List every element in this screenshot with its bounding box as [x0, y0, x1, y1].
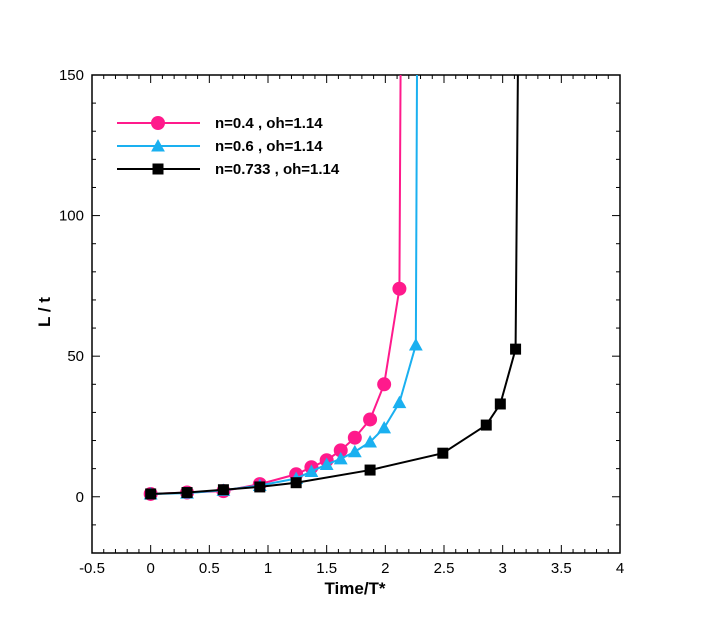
- data-point: [437, 447, 449, 459]
- y-axis-title: L / t: [35, 297, 54, 327]
- data-point: [145, 488, 157, 500]
- data-point: [392, 281, 407, 296]
- data-point: [510, 343, 522, 355]
- legend-item: n=0.6 , oh=1.14: [117, 138, 323, 155]
- legend-label: n=0.6 , oh=1.14: [215, 138, 323, 155]
- series-line: [150, 75, 418, 495]
- data-point: [364, 464, 376, 476]
- series-line: [150, 75, 519, 495]
- x-tick-label: 1: [264, 560, 272, 577]
- data-point: [347, 444, 362, 458]
- data-point: [377, 377, 392, 392]
- data-point: [217, 484, 229, 496]
- data-point: [377, 420, 392, 434]
- y-tick-label: 150: [59, 67, 84, 84]
- plot-frame: [91, 74, 621, 554]
- x-tick-label: 4: [616, 560, 624, 577]
- data-point: [408, 338, 423, 351]
- data-point: [363, 412, 378, 427]
- data-point: [319, 457, 334, 470]
- y-tick-label: 0: [76, 489, 84, 506]
- legend-marker: [151, 116, 165, 130]
- axes-frame: [91, 74, 621, 554]
- legend-marker: [152, 163, 164, 175]
- x-axis-title: Time/T*: [324, 579, 385, 598]
- legend: n=0.4 , oh=1.14 n=0.6 , oh=1.14 n=0.733 , …: [117, 115, 340, 178]
- legend-label: n=0.4 , oh=1.14: [215, 115, 323, 132]
- data-point: [181, 487, 193, 499]
- data-point: [347, 430, 362, 445]
- x-tick-label: 3: [498, 560, 506, 577]
- data-point: [392, 395, 407, 409]
- legend-label: n=0.733 , oh=1.14: [215, 161, 340, 178]
- x-tick-label: 0.5: [199, 560, 220, 577]
- x-tick-label: 0: [146, 560, 154, 577]
- series-1: [143, 75, 407, 501]
- ticks: -0.5 0 0.5 1 1.5 2 2.5 3 3.5 4 0 50 100 150: [59, 67, 624, 577]
- data-point: [333, 451, 348, 465]
- legend-item: n=0.4 , oh=1.14: [117, 115, 323, 132]
- data-point: [494, 398, 506, 410]
- series-3: [145, 75, 522, 500]
- legend-marker: [151, 139, 165, 152]
- x-tick-label: 2.5: [434, 560, 455, 577]
- data-point: [304, 464, 319, 477]
- data-point: [480, 419, 492, 431]
- x-tick-label: 2: [381, 560, 389, 577]
- series-line: [150, 75, 402, 495]
- data-point: [363, 435, 377, 448]
- legend-item: n=0.733 , oh=1.14: [117, 161, 340, 178]
- x-tick-label: 3.5: [551, 560, 572, 577]
- series-2: [143, 75, 423, 500]
- data-point: [333, 443, 348, 458]
- series-group: [143, 75, 522, 501]
- data-point: [254, 481, 266, 493]
- data-point: [290, 477, 302, 489]
- x-tick-label: -0.5: [79, 560, 105, 577]
- x-tick-label: 1.5: [316, 560, 337, 577]
- y-tick-label: 100: [59, 208, 84, 225]
- y-tick-label: 50: [67, 348, 84, 365]
